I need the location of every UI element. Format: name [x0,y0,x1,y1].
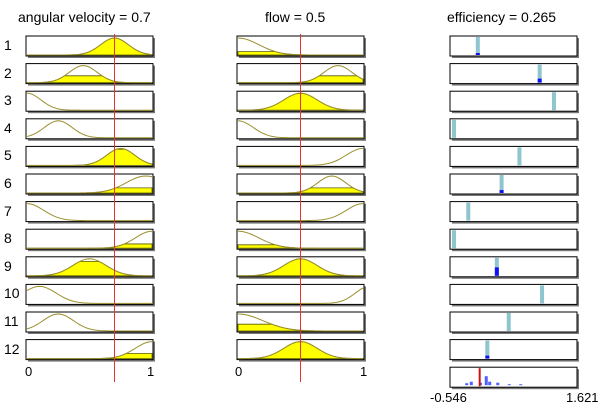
rule-12-angular-velocity-box [25,339,154,361]
rule-number: 11 [4,313,19,329]
output-axis-max-label: 1.621 [566,390,599,405]
rule-5-output-bar [517,147,522,166]
rule-number: 5 [4,147,12,164]
rule-number: 10 [4,285,20,302]
rule-2-output-bar [537,64,542,83]
rule-11-output-bar [506,313,511,331]
aggregated-output-bar [519,384,523,386]
rule-7-efficiency-box [449,201,578,223]
aggregated-output-bar [469,381,473,386]
rule-11-angular-velocity-mf-curve [26,313,152,332]
header-efficiency: efficiency = 0.265 [447,9,557,25]
rule-3-angular-velocity-box [25,90,154,112]
aggregated-output-box [449,366,578,388]
rule-4-angular-velocity-mf-curve [26,120,152,139]
rule-number: 6 [4,175,12,191]
rule-5-efficiency-box [449,145,578,167]
header-flow: flow = 0.5 [265,9,326,25]
rule-3-efficiency-box [449,90,578,112]
input1-axis-min-label: 0 [25,364,33,379]
rule-2-angular-velocity-box [25,63,154,85]
rule-number: 12 [4,340,20,357]
aggregated-output-bar [465,383,469,386]
aggregated-output-bar [496,382,500,386]
rule-number: 4 [4,119,12,136]
output-axis-min-label: -0.546 [430,390,467,405]
rule-number: 8 [4,230,12,247]
rule-3-angular-velocity-mf-curve [26,92,152,111]
rule-11-efficiency-box [449,311,578,333]
rule-9-output-bar [494,257,499,276]
rule-4-output-bar [452,119,456,138]
rule-10-angular-velocity-box [25,283,154,305]
rule-5-angular-velocity-mf-curve [27,147,153,166]
rule-6-output-bar [499,175,504,193]
rule-3-output-bar [551,92,556,111]
rule-12-output-fired [485,355,490,359]
rule-2-output-fired [537,78,542,83]
rule-1-efficiency-box [449,35,578,57]
rule-12-angular-velocity-mf-curve [27,341,153,360]
header-angular-velocity: angular velocity = 0.7 [18,9,151,25]
rule-7-output-bar [466,202,471,221]
rule-4-efficiency-box [449,118,578,140]
rule-8-output-bar [452,230,456,249]
rule-8-angular-velocity-box [25,228,154,250]
rule-11-angular-velocity-box [25,311,154,333]
rule-8-angular-velocity-mf-curve [27,230,153,249]
rule-8-efficiency-box [449,228,578,250]
rule-4-angular-velocity-box [25,118,154,140]
rule-6-efficiency-box [449,173,578,195]
rule-9-efficiency-box [449,256,578,278]
rule-10-output-bar [540,285,545,304]
rule-7-angular-velocity-mf-curve [26,203,152,222]
rule-number: 2 [4,64,12,81]
rule-number: 1 [4,37,12,53]
input2-axis-max-label: 1 [360,364,368,379]
rule-6-output-fired [499,190,504,193]
rule-12-output-bar [485,340,490,359]
input1-axis-max-label: 1 [147,364,155,379]
rule-number: 7 [4,202,12,219]
rule-number: 9 [4,257,12,274]
rule-1-output-fired [475,53,480,55]
aggregated-output-bar [507,384,511,386]
rule-1-output-bar [475,37,480,55]
rule-1-angular-velocity-mf-curve [27,37,153,56]
rule-10-angular-velocity-mf-curve [26,285,152,304]
aggregated-output-bar [488,381,492,386]
rule-7-angular-velocity-box [25,201,154,223]
rule-number: 3 [4,92,12,109]
rule-6-angular-velocity-mf-curve [27,175,153,194]
rule-2-efficiency-box [449,63,578,85]
rule-9-angular-velocity-mf-curve [26,258,153,277]
rule-10-efficiency-box [449,283,578,305]
input2-axis-min-label: 0 [235,364,243,379]
rule-12-efficiency-box [449,339,578,361]
rule-2-angular-velocity-mf-curve [26,65,153,84]
rule-9-output-fired [494,267,499,276]
aggregated-output-bar [484,376,488,386]
